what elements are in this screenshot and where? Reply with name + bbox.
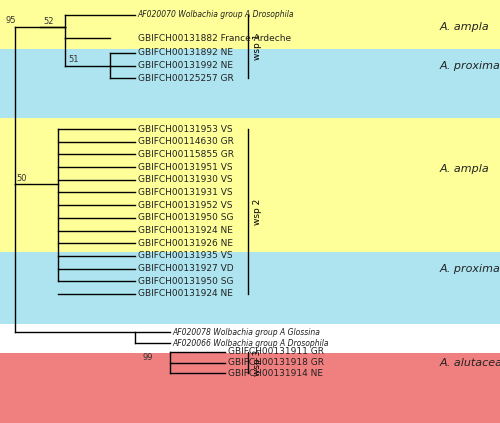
Text: A. proxima: A. proxima <box>440 264 500 274</box>
Text: GBIFCH00131930 VS: GBIFCH00131930 VS <box>138 175 232 184</box>
Text: GBIFCH00131992 NE: GBIFCH00131992 NE <box>138 61 232 70</box>
Text: GBIFCH00131892 NE: GBIFCH00131892 NE <box>138 48 232 58</box>
Bar <box>0 0 500 49</box>
Text: wsp 3: wsp 3 <box>254 349 262 376</box>
Text: wsp 2: wsp 2 <box>254 198 262 225</box>
Text: GBIFCH00131952 VS: GBIFCH00131952 VS <box>138 201 232 210</box>
Text: A. alutacea: A. alutacea <box>440 357 500 368</box>
Text: A. ampla: A. ampla <box>440 164 490 174</box>
Text: A. ampla: A. ampla <box>440 22 490 33</box>
Text: GBIFCH00131931 VS: GBIFCH00131931 VS <box>138 188 232 197</box>
Text: GBIFCH00131911 GR: GBIFCH00131911 GR <box>228 347 324 357</box>
Text: GBIFCH00131924 NE: GBIFCH00131924 NE <box>138 289 232 299</box>
Text: GBIFCH00131926 NE: GBIFCH00131926 NE <box>138 239 232 248</box>
Text: GBIFCH00131950 SG: GBIFCH00131950 SG <box>138 213 233 222</box>
Text: 51: 51 <box>68 55 78 64</box>
Text: GBIFCH00131914 NE: GBIFCH00131914 NE <box>228 368 322 378</box>
Bar <box>0 252 500 324</box>
Text: A. proxima: A. proxima <box>440 60 500 71</box>
Text: 52: 52 <box>43 17 54 26</box>
Text: GBIFCH00131951 VS: GBIFCH00131951 VS <box>138 162 232 172</box>
Text: GBIFCH00131927 VD: GBIFCH00131927 VD <box>138 264 233 273</box>
Bar <box>0 324 500 353</box>
Text: wsp 1: wsp 1 <box>254 33 262 60</box>
Text: GBIFCH00131918 GR: GBIFCH00131918 GR <box>228 358 324 368</box>
Text: AF020078 Wolbachia group A Glossina: AF020078 Wolbachia group A Glossina <box>172 327 320 337</box>
Bar <box>0 353 500 423</box>
Text: 50: 50 <box>16 174 27 183</box>
Text: GBIFCH00115855 GR: GBIFCH00115855 GR <box>138 150 234 159</box>
Text: GBIFCH00131924 NE: GBIFCH00131924 NE <box>138 226 232 235</box>
Text: 95: 95 <box>5 16 15 25</box>
Text: GBIFCH00131935 VS: GBIFCH00131935 VS <box>138 251 232 261</box>
Text: 99: 99 <box>142 353 153 362</box>
Bar <box>0 49 500 118</box>
Bar <box>0 118 500 252</box>
Text: AF020070 Wolbachia group A Drosophila: AF020070 Wolbachia group A Drosophila <box>138 10 294 19</box>
Text: GBIFCH00131953 VS: GBIFCH00131953 VS <box>138 124 232 134</box>
Text: AF020066 Wolbachia group A Drosophila: AF020066 Wolbachia group A Drosophila <box>172 339 329 348</box>
Text: GBIFCH00131882 France Ardeche: GBIFCH00131882 France Ardeche <box>138 33 290 43</box>
Text: GBIFCH00131950 SG: GBIFCH00131950 SG <box>138 277 233 286</box>
Text: GBIFCH00114630 GR: GBIFCH00114630 GR <box>138 137 234 146</box>
Text: GBIFCH00125257 GR: GBIFCH00125257 GR <box>138 74 233 83</box>
